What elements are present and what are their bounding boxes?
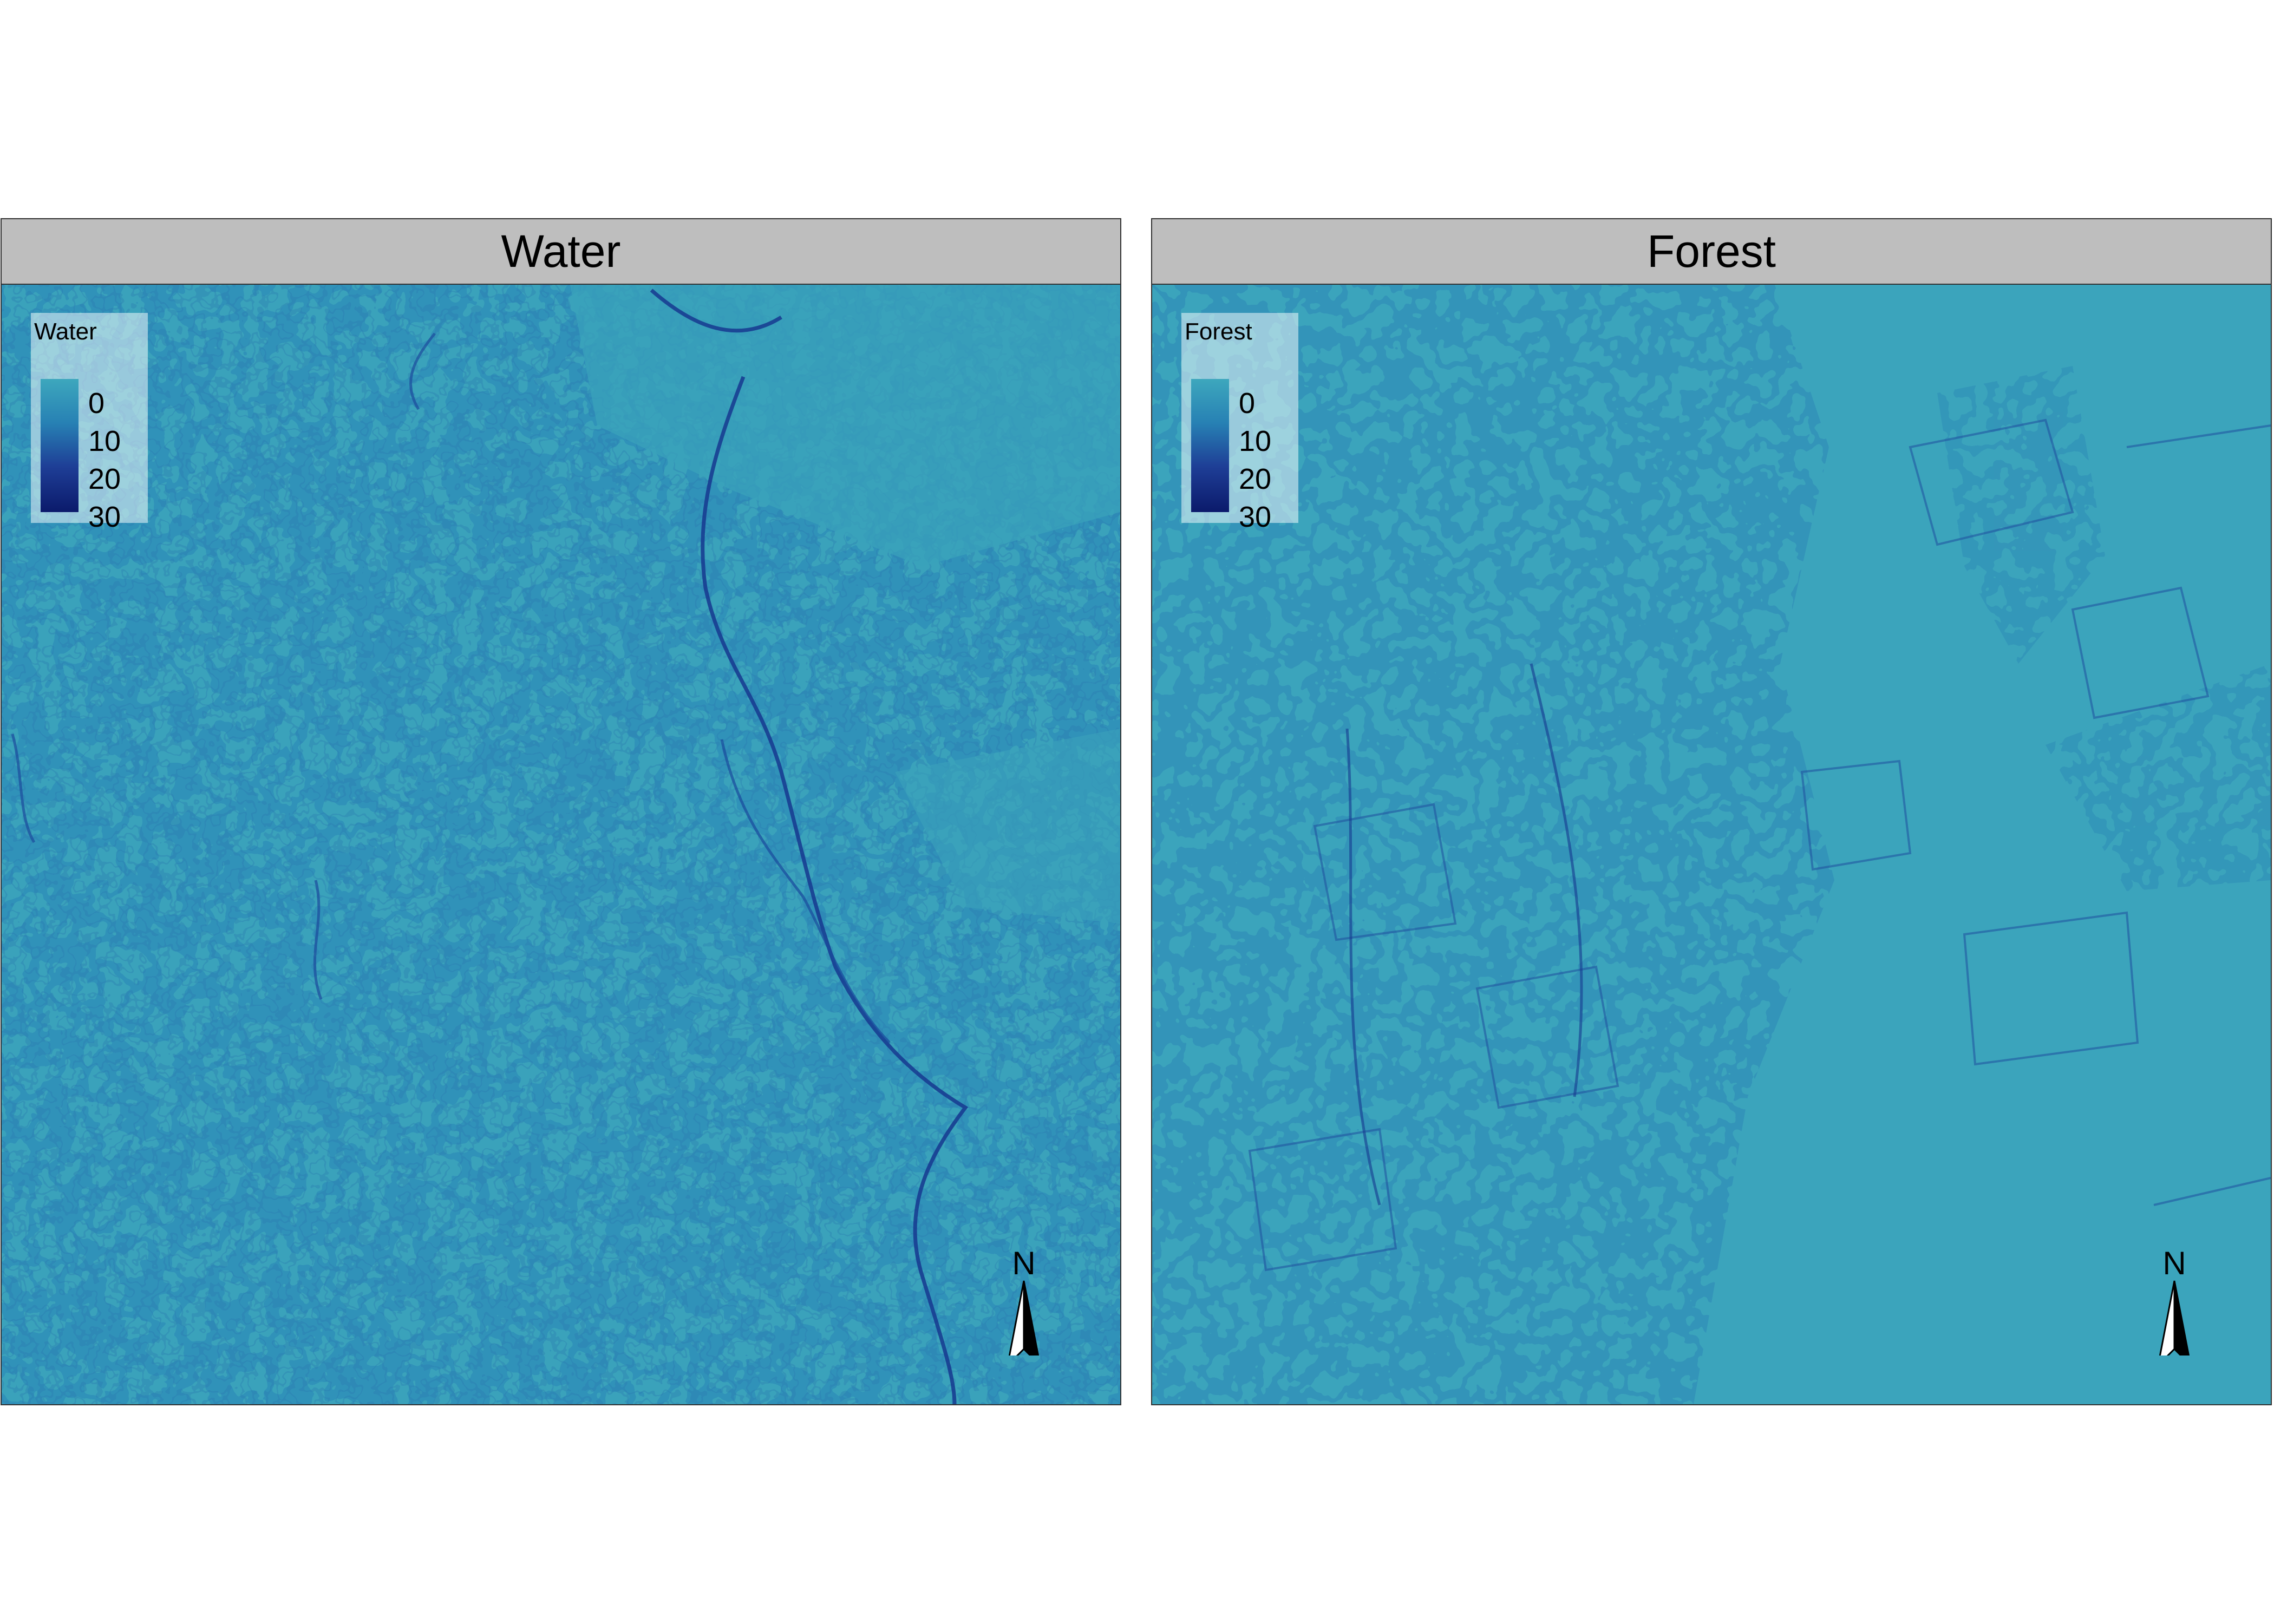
north-label: N (2162, 1245, 2186, 1281)
legend-label-0: 0 (88, 387, 105, 420)
legend-label-20: 20 (1239, 463, 1272, 495)
legend-title: Forest (1185, 318, 1252, 345)
north-arrow: N (2153, 1247, 2196, 1355)
legend-label-10: 10 (88, 425, 121, 457)
map-legend-forest: Forest 0 10 20 30 (1181, 313, 1298, 532)
legend-label-20: 20 (88, 463, 121, 495)
legend-label-10: 10 (1239, 425, 1272, 457)
map-area-water[interactable]: Water 0 10 20 30 N (1, 284, 1121, 1405)
legend-color-bar (1191, 379, 1229, 512)
legend-title: Water (34, 318, 97, 345)
raster-forest (1152, 285, 2271, 1404)
legend-label-0: 0 (1239, 387, 1256, 420)
map-area-forest[interactable]: Forest 0 10 20 30 N (1151, 284, 2272, 1405)
north-arrow-icon (2159, 1280, 2190, 1355)
map-panel-water: Water (1, 218, 1121, 1406)
map-legend-water: Water 0 10 20 30 (31, 313, 148, 532)
legend-color-bar (41, 379, 79, 512)
panel-title-water: Water (1, 218, 1121, 285)
north-label: N (1012, 1245, 1036, 1281)
raster-water (2, 285, 1120, 1404)
north-arrow-icon (1008, 1280, 1040, 1355)
map-panel-forest: Forest (1151, 218, 2272, 1406)
legend-label-30: 30 (88, 501, 121, 533)
north-arrow: N (1002, 1247, 1045, 1355)
legend-label-30: 30 (1239, 501, 1272, 533)
panel-title-forest: Forest (1151, 218, 2272, 285)
